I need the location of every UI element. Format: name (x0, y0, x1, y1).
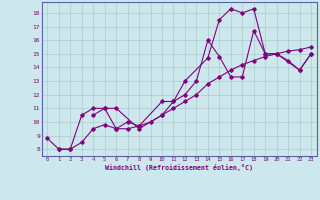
X-axis label: Windchill (Refroidissement éolien,°C): Windchill (Refroidissement éolien,°C) (105, 164, 253, 171)
